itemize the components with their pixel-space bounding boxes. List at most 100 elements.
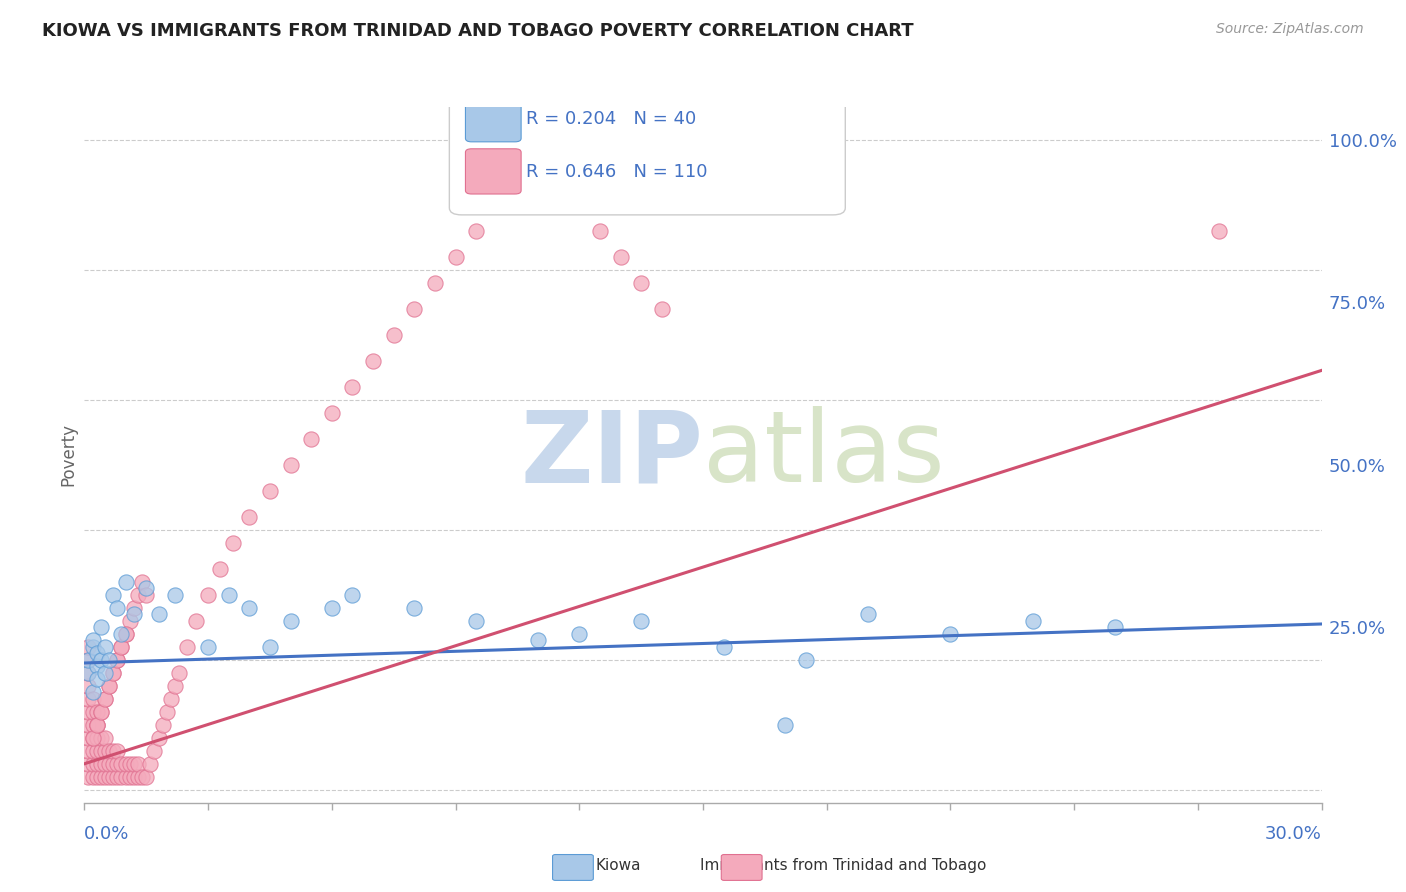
Point: [94, 691, 117, 706]
FancyBboxPatch shape: [450, 93, 845, 215]
Point: [110, 756, 132, 771]
Point: [110, 770, 132, 784]
Point: [105, 756, 128, 771]
Point: [122, 770, 145, 784]
Point: [114, 574, 136, 589]
Point: [148, 731, 170, 745]
Point: [77, 731, 100, 745]
Point: [86, 718, 108, 732]
Point: [218, 588, 240, 602]
Point: [94, 756, 117, 771]
FancyBboxPatch shape: [465, 149, 522, 194]
Point: [86, 659, 108, 673]
Point: [98, 653, 121, 667]
Point: [131, 770, 153, 784]
Point: [77, 665, 100, 680]
Point: [98, 744, 121, 758]
Point: [103, 588, 125, 602]
Point: [90, 705, 112, 719]
Point: [110, 640, 132, 654]
Text: ZIP: ZIP: [520, 407, 703, 503]
Point: [342, 588, 364, 602]
Point: [77, 653, 100, 667]
Point: [156, 705, 179, 719]
Point: [82, 685, 104, 699]
Point: [122, 756, 145, 771]
Point: [135, 581, 157, 595]
Point: [122, 600, 145, 615]
Point: [90, 705, 112, 719]
Point: [82, 731, 104, 745]
Text: R = 0.204   N = 40: R = 0.204 N = 40: [526, 110, 696, 128]
Point: [506, 171, 529, 186]
Point: [118, 756, 141, 771]
Point: [77, 653, 100, 667]
Point: [77, 744, 100, 758]
Point: [86, 718, 108, 732]
Point: [105, 744, 128, 758]
Point: [77, 756, 100, 771]
Point: [589, 224, 612, 238]
Point: [98, 679, 121, 693]
Point: [118, 614, 141, 628]
Point: [342, 379, 364, 393]
Point: [238, 509, 260, 524]
Point: [423, 276, 446, 290]
Point: [209, 562, 232, 576]
Point: [98, 770, 121, 784]
Point: [404, 301, 426, 316]
Point: [77, 718, 100, 732]
Point: [82, 691, 104, 706]
Point: [465, 614, 488, 628]
Point: [713, 640, 735, 654]
Point: [465, 224, 488, 238]
Point: [127, 756, 149, 771]
Text: 30.0%: 30.0%: [1265, 825, 1322, 843]
Point: [105, 653, 128, 667]
Point: [1208, 224, 1230, 238]
Point: [98, 756, 121, 771]
Point: [259, 640, 281, 654]
Point: [382, 327, 405, 342]
Point: [856, 607, 879, 622]
Point: [103, 770, 125, 784]
Point: [794, 653, 817, 667]
Point: [131, 574, 153, 589]
Point: [444, 250, 467, 264]
Point: [94, 770, 117, 784]
Point: [527, 633, 550, 648]
Point: [110, 626, 132, 640]
Point: [94, 731, 117, 745]
Text: Immigrants from Trinidad and Tobago: Immigrants from Trinidad and Tobago: [700, 858, 987, 872]
Point: [280, 614, 302, 628]
Point: [77, 640, 100, 654]
Point: [86, 646, 108, 660]
Point: [321, 406, 343, 420]
Point: [94, 640, 117, 654]
Point: [90, 731, 112, 745]
Text: Kiowa: Kiowa: [596, 858, 641, 872]
Point: [259, 483, 281, 498]
Point: [90, 770, 112, 784]
Point: [82, 705, 104, 719]
Point: [114, 626, 136, 640]
Point: [82, 718, 104, 732]
Point: [86, 756, 108, 771]
Point: [485, 197, 508, 211]
Point: [82, 633, 104, 648]
Point: [775, 718, 797, 732]
Point: [90, 620, 112, 634]
Point: [82, 640, 104, 654]
Point: [160, 691, 183, 706]
Text: 0.0%: 0.0%: [84, 825, 129, 843]
Point: [222, 535, 245, 549]
Point: [1104, 620, 1126, 634]
Point: [118, 770, 141, 784]
Point: [77, 691, 100, 706]
Point: [82, 731, 104, 745]
Point: [167, 665, 190, 680]
Point: [110, 640, 132, 654]
Point: [114, 756, 136, 771]
FancyBboxPatch shape: [465, 96, 522, 142]
Point: [94, 744, 117, 758]
